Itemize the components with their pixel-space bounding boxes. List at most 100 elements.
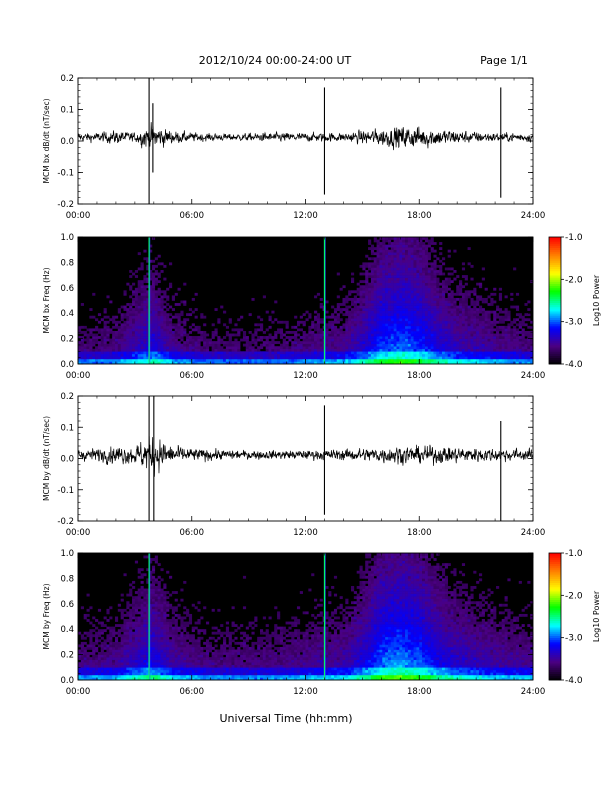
spectrogram-cell [424,259,429,263]
spectrogram-cell [501,320,505,324]
spectrogram-cell [504,310,508,314]
spectrogram-cell [89,346,93,350]
spectrogram-cell [333,315,338,319]
spectrogram-cell [103,315,107,319]
spectrogram-cell [368,325,372,329]
spectrogram-cell [146,641,150,645]
spectrogram-cell [106,333,110,337]
spectrogram-cell [80,325,84,329]
spectrogram-cell [402,346,406,350]
spectrogram-cell [137,626,141,630]
spectrogram-cell [396,292,400,296]
spectrogram-cell [390,333,394,337]
colorbar-frame [548,236,562,365]
spectrogram-cell [456,310,460,314]
spectrogram-cell [137,603,141,607]
spectrogram-cell [407,249,412,253]
spectrogram-cell [154,270,158,273]
spectrogram-cell [385,315,389,319]
spectrogram-cell [129,313,133,317]
spectrogram-cell [151,303,156,306]
spectrogram-cell [464,282,468,286]
spectrogram-cell [271,356,275,360]
spectrogram-cell [382,341,386,344]
spectrogram-cell [368,348,372,352]
spectrogram-cell [422,285,426,289]
spectrogram-cell [373,303,377,306]
spectrogram-cell [399,237,403,240]
spectrogram-cell [393,249,397,253]
spectrogram-cell [484,328,488,332]
spectrogram-cell [143,351,147,355]
spectrogram-cell [149,270,153,273]
spectrogram-cell [362,341,366,344]
spectrogram-cell [103,356,107,360]
spectrogram-cell [402,249,406,253]
spectrogram-cell [385,282,389,286]
spectrogram-cell [211,330,215,334]
spectrogram-cell [399,310,403,314]
spectrogram-cell [140,624,144,627]
spectrogram-cell [109,652,113,655]
spectrogram-cell [86,358,90,362]
spectrogram-cell [359,338,363,342]
spectrogram-cell [299,351,303,355]
spectrogram-cell [225,343,230,347]
spectrogram-cell [461,343,466,347]
spectrogram-cell [319,320,323,324]
spectrogram-cell [129,662,133,666]
spectrogram-cell [496,330,500,334]
spectrogram-cell [530,341,534,344]
spectrogram-cell [305,361,309,365]
spectrogram-cell [197,343,201,347]
spectrogram-cell [157,262,161,266]
spectrogram-cell [302,351,306,355]
spectrogram-cell [140,654,144,658]
spectrogram-cell [109,644,113,648]
spectrogram-cell [154,292,158,296]
spectrogram-cell [493,292,497,296]
spectrogram-cell [95,336,99,339]
spectrogram-cell [117,348,121,352]
spectrogram-cell [450,292,454,296]
spectrogram-cell [117,652,121,655]
spectrogram-cell [154,290,158,294]
colorbar-segment [549,347,561,350]
spectrogram-cell [120,351,124,355]
spectrogram-cell [402,282,406,286]
spectrogram-cell [123,626,127,630]
spectrogram-cell [362,264,366,268]
spectrogram-cell [407,300,412,304]
spectrogram-cell [413,361,417,365]
spectrogram-cell [521,328,525,332]
spectrogram-cell [456,346,460,350]
spectrogram-cell [200,338,204,342]
spectrogram-cell [402,323,406,327]
spectrogram-cell [379,300,383,304]
spectrogram-cell [450,356,454,360]
spectrogram-cell [498,358,503,362]
spectrogram-cell [422,343,426,347]
spectrogram-cell [399,361,403,365]
spectrogram-cell [433,295,437,299]
spectrogram-cell [120,669,124,673]
spectrogram-cell [501,346,505,350]
spectrogram-cell [228,341,232,344]
spectrogram-cell [387,338,392,342]
spectrogram-cell [387,262,392,266]
spectrogram-cell [442,330,446,334]
colorbar-segment [549,344,561,348]
spectrogram-cell [405,262,409,266]
spectrogram-cell [379,361,383,365]
spectrogram-cell [89,343,93,347]
spectrogram-cell [137,652,141,655]
spectrogram-cell [393,310,397,314]
spectrogram-cell [444,277,448,281]
spectrogram-cell [95,333,99,337]
spectrogram-cell [490,343,494,347]
x-tick-label: 06:00 [180,528,205,538]
spectrogram-cell [424,277,429,281]
spectrogram-cell [112,644,116,648]
spectrogram-cell [427,277,431,281]
spectrogram-cell [319,353,323,357]
